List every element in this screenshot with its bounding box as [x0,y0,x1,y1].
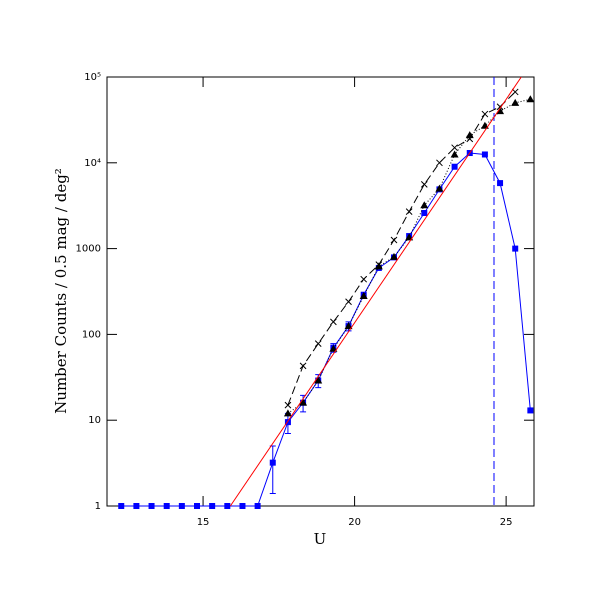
marker [359,292,368,300]
y-tick-label: 10⁵ [84,72,101,83]
marker [451,144,458,152]
marker [496,107,505,115]
marker [480,121,489,129]
marker [374,262,383,270]
marker [526,95,535,103]
marker [405,208,413,215]
marker [118,503,125,509]
marker [330,318,337,326]
marker [329,344,338,352]
marker [194,503,201,509]
series-line [287,91,516,406]
y-tick-label: 1 [95,501,101,512]
marker [239,503,246,509]
y-tick-label: 100 [82,329,101,340]
y-axis-label: Number Counts / 0.5 mag / deg² [52,168,70,414]
marker [209,503,216,509]
x-axis-label: U [314,530,327,548]
marker [314,340,322,348]
marker [314,376,323,384]
marker [299,362,307,370]
marker [481,151,488,158]
series-line [121,152,531,507]
x-tick-label: 20 [348,517,361,528]
marker [178,503,185,509]
marker [148,503,155,509]
marker [344,322,353,330]
marker [283,409,292,417]
marker [254,503,261,509]
y-tick-label: 10⁴ [84,158,101,169]
y-tick-label: 10 [88,415,101,426]
marker [284,419,291,426]
marker [511,88,519,96]
marker [390,236,398,244]
marker [420,181,428,188]
marker [421,209,428,216]
series-line [229,76,522,507]
marker [299,398,308,406]
marker [269,459,276,466]
marker [133,503,140,509]
marker [527,407,534,414]
marker [435,184,444,192]
marker [224,503,231,509]
marker [450,150,459,158]
marker [360,275,368,283]
marker [511,98,520,106]
marker [284,401,292,409]
marker [451,163,458,170]
marker [481,110,489,118]
marker [512,245,519,252]
marker [420,201,429,209]
marker [389,252,398,260]
y-tick-label: 1000 [76,244,101,255]
x-tick-label: 15 [197,517,210,528]
marker [163,503,170,509]
marker [345,298,352,306]
x-tick-label: 25 [500,517,513,528]
plot-frame [106,76,535,507]
marker [497,180,504,187]
marker [465,131,474,139]
marker [436,159,443,167]
